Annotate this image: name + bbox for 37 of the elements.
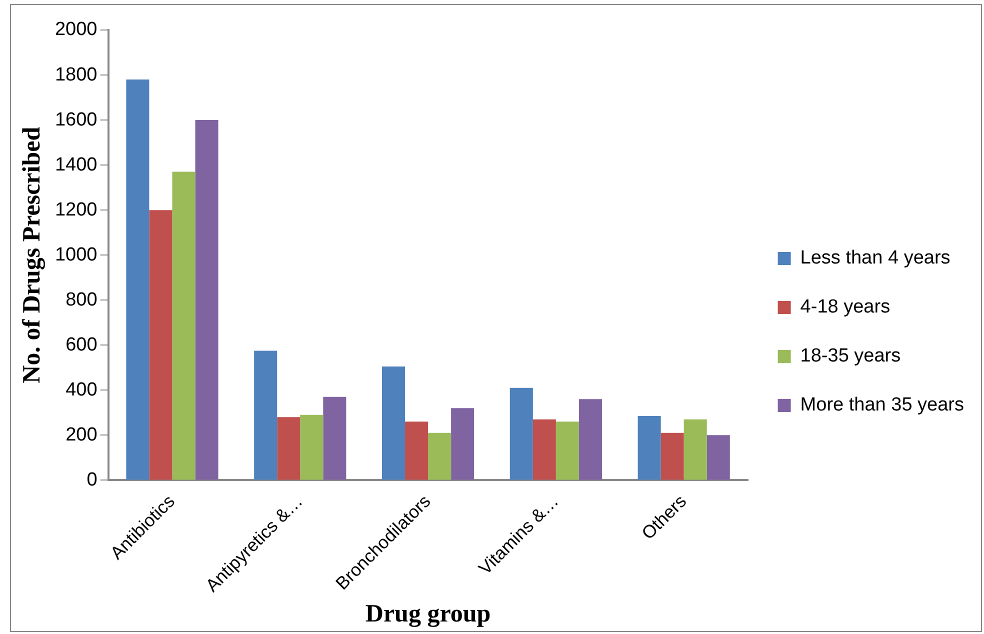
y-tick-label: 200 xyxy=(66,424,98,446)
bar xyxy=(405,422,428,480)
legend-label: 18-35 years xyxy=(800,346,901,367)
bar xyxy=(578,399,602,480)
bar xyxy=(149,210,172,480)
y-tick-label: 1800 xyxy=(54,64,98,86)
y-tick-label: 1200 xyxy=(54,199,98,220)
y-tick-label: 1600 xyxy=(54,109,98,130)
x-axis-title: Drug group xyxy=(365,600,491,628)
bar xyxy=(638,416,661,480)
legend-label: Less than 4 years xyxy=(800,248,950,269)
bar xyxy=(428,432,452,480)
legend-label: 4-18 years xyxy=(800,296,890,318)
bar xyxy=(451,408,474,480)
bar xyxy=(254,350,278,480)
y-tick-label: 1400 xyxy=(54,154,98,176)
y-tick-label: 2000 xyxy=(54,19,98,40)
bar xyxy=(300,414,324,480)
bar xyxy=(706,435,730,480)
y-tick-label: 0 xyxy=(86,469,98,490)
bar xyxy=(684,419,707,480)
bar xyxy=(126,80,150,480)
y-tick-label: 800 xyxy=(66,289,98,310)
y-tick-label: 600 xyxy=(66,334,98,356)
legend-label: More than 35 years xyxy=(800,394,964,416)
y-tick-label: 400 xyxy=(66,379,98,400)
bar xyxy=(382,366,406,480)
bar xyxy=(510,388,533,480)
bar xyxy=(277,417,300,480)
bar xyxy=(532,419,556,480)
bar xyxy=(323,396,346,480)
y-axis-title: No. of Drugs Prescribed xyxy=(18,126,46,384)
y-tick-label: 1000 xyxy=(54,244,98,266)
bar xyxy=(556,422,579,480)
bar xyxy=(172,172,196,480)
bar xyxy=(195,120,218,480)
bar xyxy=(660,432,684,480)
